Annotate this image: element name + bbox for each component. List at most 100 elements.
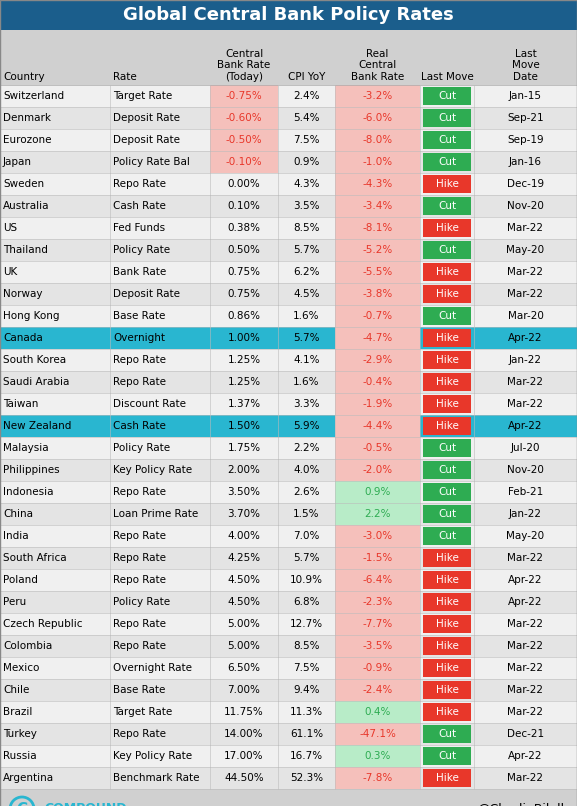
Text: Fed Funds: Fed Funds	[113, 223, 165, 233]
Text: 8.5%: 8.5%	[293, 641, 320, 651]
Text: Mar-22: Mar-22	[508, 377, 544, 387]
Text: Russia: Russia	[3, 751, 36, 761]
Bar	[0, 393, 577, 415]
Text: Hong Kong: Hong Kong	[3, 311, 59, 321]
Text: 2.2%: 2.2%	[293, 443, 320, 453]
Text: 1.37%: 1.37%	[227, 399, 261, 409]
Bar	[423, 175, 471, 193]
Text: Cut: Cut	[438, 113, 456, 123]
Text: Peru: Peru	[3, 597, 26, 607]
Bar	[423, 615, 471, 633]
Bar	[210, 85, 278, 107]
Bar	[0, 151, 577, 173]
Text: 5.00%: 5.00%	[227, 641, 260, 651]
Text: -3.8%: -3.8%	[362, 289, 392, 299]
Text: Cash Rate: Cash Rate	[113, 421, 166, 431]
Bar	[0, 679, 577, 701]
Bar	[0, 0, 577, 30]
Text: Canada: Canada	[3, 333, 43, 343]
Text: 0.3%: 0.3%	[364, 751, 391, 761]
Text: Hike: Hike	[436, 355, 459, 365]
Text: 5.00%: 5.00%	[227, 619, 260, 629]
Text: Cut: Cut	[438, 509, 456, 519]
Text: -0.4%: -0.4%	[362, 377, 392, 387]
Bar	[335, 305, 420, 327]
Text: Hike: Hike	[436, 399, 459, 409]
Text: -6.4%: -6.4%	[362, 575, 392, 585]
Bar	[0, 481, 577, 503]
Text: Overnight Rate: Overnight Rate	[113, 663, 192, 673]
Text: 5.7%: 5.7%	[293, 553, 320, 563]
Text: -8.1%: -8.1%	[362, 223, 392, 233]
Text: -0.7%: -0.7%	[362, 311, 392, 321]
Bar	[335, 745, 420, 767]
Text: Apr-22: Apr-22	[508, 421, 543, 431]
Text: 7.5%: 7.5%	[293, 135, 320, 145]
Text: Nov-20: Nov-20	[507, 465, 544, 475]
Text: 1.25%: 1.25%	[227, 355, 261, 365]
Text: 4.25%: 4.25%	[227, 553, 261, 563]
Bar	[335, 525, 420, 547]
Text: 2.6%: 2.6%	[293, 487, 320, 497]
Bar	[335, 107, 420, 129]
Text: Hike: Hike	[436, 223, 459, 233]
Text: 10.9%: 10.9%	[290, 575, 323, 585]
Bar	[423, 109, 471, 127]
Text: Policy Rate: Policy Rate	[113, 443, 170, 453]
Bar	[0, 701, 577, 723]
Bar	[423, 197, 471, 215]
Text: Indonesia: Indonesia	[3, 487, 54, 497]
Text: Cut: Cut	[438, 311, 456, 321]
Text: May-20: May-20	[507, 531, 545, 541]
Text: 2.4%: 2.4%	[293, 91, 320, 101]
Text: 7.00%: 7.00%	[227, 685, 260, 695]
Text: 17.00%: 17.00%	[224, 751, 264, 761]
Bar	[423, 461, 471, 479]
Bar	[423, 373, 471, 391]
Text: New Zealand: New Zealand	[3, 421, 72, 431]
Text: Sweden: Sweden	[3, 179, 44, 189]
Text: May-20: May-20	[507, 245, 545, 255]
Bar	[335, 349, 420, 371]
Text: 11.3%: 11.3%	[290, 707, 323, 717]
Text: South Africa: South Africa	[3, 553, 66, 563]
Text: Benchmark Rate: Benchmark Rate	[113, 773, 200, 783]
Text: Nov-20: Nov-20	[507, 201, 544, 211]
Text: Thailand: Thailand	[3, 245, 48, 255]
Text: Mar-22: Mar-22	[508, 641, 544, 651]
Text: Jan-16: Jan-16	[509, 157, 542, 167]
Bar	[423, 87, 471, 105]
Text: Sep-19: Sep-19	[507, 135, 544, 145]
Text: 5.4%: 5.4%	[293, 113, 320, 123]
Text: COMPOUND: COMPOUND	[44, 803, 126, 806]
Text: 9.4%: 9.4%	[293, 685, 320, 695]
Text: Jan-15: Jan-15	[509, 91, 542, 101]
Text: Real
Central
Bank Rate: Real Central Bank Rate	[351, 49, 404, 82]
Text: Argentina: Argentina	[3, 773, 54, 783]
Text: -2.9%: -2.9%	[362, 355, 392, 365]
Text: 1.75%: 1.75%	[227, 443, 261, 453]
Text: 4.5%: 4.5%	[293, 289, 320, 299]
Text: Brazil: Brazil	[3, 707, 32, 717]
Text: Jan-22: Jan-22	[509, 355, 542, 365]
Text: Denmark: Denmark	[3, 113, 51, 123]
Bar	[335, 679, 420, 701]
Text: Base Rate: Base Rate	[113, 311, 166, 321]
Text: Turkey: Turkey	[3, 729, 37, 739]
Bar	[0, 217, 577, 239]
Text: 11.75%: 11.75%	[224, 707, 264, 717]
Text: -1.0%: -1.0%	[362, 157, 392, 167]
Bar	[423, 725, 471, 743]
Text: -1.5%: -1.5%	[362, 553, 392, 563]
Bar	[335, 613, 420, 635]
Text: Mar-22: Mar-22	[508, 663, 544, 673]
Text: Hike: Hike	[436, 377, 459, 387]
Bar	[423, 351, 471, 369]
Text: 0.86%: 0.86%	[227, 311, 260, 321]
Bar	[0, 635, 577, 657]
Text: Key Policy Rate: Key Policy Rate	[113, 751, 192, 761]
Bar	[335, 547, 420, 569]
Text: Cut: Cut	[438, 201, 456, 211]
Text: -2.3%: -2.3%	[362, 597, 392, 607]
Text: Hike: Hike	[436, 179, 459, 189]
